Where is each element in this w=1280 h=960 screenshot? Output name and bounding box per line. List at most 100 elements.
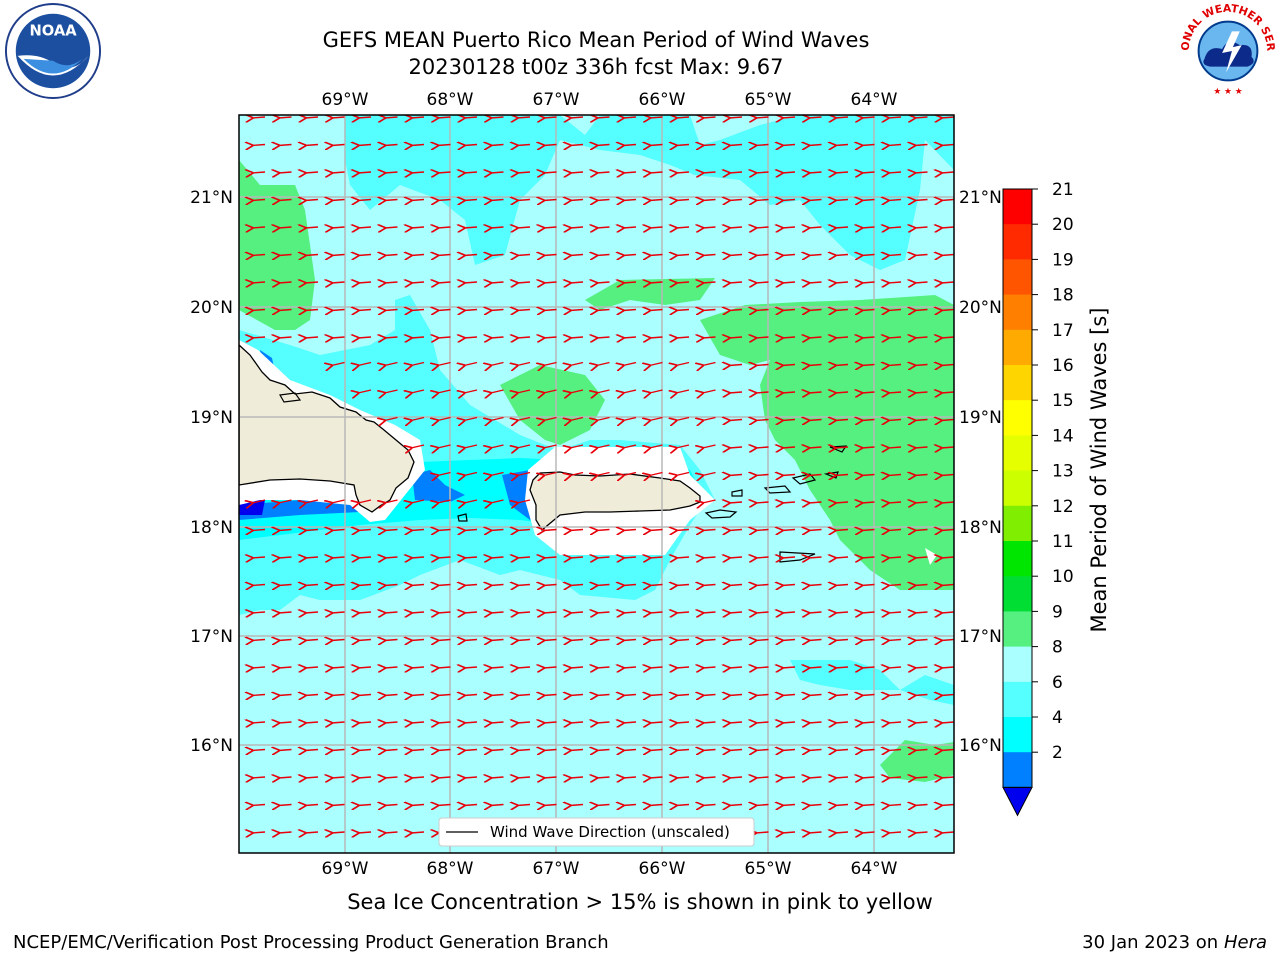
wind-arrow — [411, 805, 425, 806]
wind-arrow — [756, 200, 769, 201]
wind-arrow — [862, 310, 875, 311]
wind-arrow — [544, 145, 557, 146]
wind-arrow — [703, 255, 716, 256]
wind-arrow — [676, 310, 690, 311]
wind-arrow — [544, 557, 557, 558]
wind-arrow — [491, 117, 504, 118]
wind-arrow — [464, 337, 478, 338]
wind-arrow — [756, 255, 769, 256]
wind-arrow — [544, 805, 557, 806]
wind-arrow — [464, 282, 478, 283]
wind-arrow — [385, 695, 398, 696]
wind-arrow — [703, 585, 716, 586]
wind-arrow — [650, 722, 663, 723]
wind-arrow — [809, 200, 822, 201]
wind-arrow — [703, 416, 716, 421]
wind-arrow — [623, 227, 637, 228]
wind-arrow — [676, 667, 690, 668]
wind-arrow — [650, 310, 663, 311]
wind-arrow — [385, 557, 398, 558]
wind-arrow — [729, 805, 743, 806]
wind-arrow — [491, 750, 504, 751]
wind-arrow — [782, 557, 796, 558]
wind-arrow — [650, 750, 663, 751]
wind-arrow — [597, 227, 610, 228]
colorbar-tick-label: 2 — [1052, 743, 1063, 763]
wind-arrow — [835, 447, 849, 448]
wind-arrow — [941, 145, 954, 146]
wind-arrow — [676, 200, 690, 201]
wind-arrow — [491, 777, 504, 778]
wind-arrow — [252, 722, 266, 723]
wind-arrow — [888, 255, 902, 256]
wind-arrow — [279, 832, 292, 833]
wind-arrow — [411, 227, 425, 228]
wind-arrow — [438, 389, 451, 393]
wind-arrow — [279, 777, 292, 778]
wind-arrow — [835, 172, 849, 173]
wind-arrow — [941, 172, 954, 173]
wind-arrow — [809, 145, 822, 146]
wind-arrow — [676, 612, 690, 613]
host-name: Hera — [1223, 932, 1267, 953]
wind-arrow — [888, 227, 902, 228]
wind-arrow — [835, 722, 849, 723]
wind-arrow — [252, 200, 266, 201]
wind-arrow — [491, 557, 504, 558]
wind-arrow — [597, 585, 610, 586]
wind-arrow — [597, 695, 610, 696]
wind-arrow — [650, 640, 663, 641]
wind-arrow — [252, 282, 266, 283]
wind-arrow — [941, 227, 954, 228]
wind-arrow — [438, 695, 451, 696]
colorbar-swatch — [1003, 329, 1032, 366]
lat-label: 16°N — [190, 736, 233, 756]
wind-arrow — [570, 722, 584, 723]
wind-arrow — [623, 145, 637, 146]
wind-arrow — [650, 777, 663, 778]
wind-arrow — [703, 557, 716, 558]
wind-arrow — [570, 585, 584, 586]
wind-arrow — [756, 365, 769, 366]
wind-arrow — [464, 227, 478, 228]
lat-label: 18°N — [959, 518, 1002, 538]
wind-arrow — [888, 337, 902, 338]
wind-arrow — [756, 502, 769, 503]
wind-arrow — [782, 420, 796, 421]
wind-arrow — [544, 282, 557, 283]
wind-arrow — [358, 145, 372, 146]
wind-arrow — [570, 389, 584, 393]
wind-arrow — [703, 282, 716, 283]
wind-arrow — [809, 667, 822, 668]
wind-arrow — [676, 282, 690, 283]
wind-arrow — [464, 117, 478, 118]
wind-arrow — [491, 722, 504, 723]
wind-arrow — [491, 530, 504, 531]
wind-arrow — [597, 777, 610, 778]
wind-arrow — [676, 585, 690, 586]
wind-arrow — [305, 310, 319, 311]
wind-arrow — [835, 557, 849, 558]
wind-arrow — [782, 200, 796, 201]
wind-arrow — [464, 612, 478, 613]
wind-arrow — [252, 832, 266, 833]
wind-arrow — [650, 282, 663, 283]
wind-arrow — [676, 640, 690, 641]
wind-arrow — [915, 557, 928, 558]
wind-arrow — [517, 667, 531, 668]
wind-arrow — [438, 640, 451, 641]
wind-arrow — [862, 722, 875, 723]
wind-arrow — [385, 255, 398, 256]
wind-arrow — [941, 420, 954, 421]
colorbar-tick-label: 8 — [1052, 638, 1063, 658]
wind-arrow — [438, 172, 451, 173]
wind-arrow — [862, 832, 875, 833]
wind-arrow — [411, 832, 425, 833]
wind-arrow — [411, 255, 425, 256]
wind-arrow — [915, 392, 928, 393]
wind-arrow — [809, 722, 822, 723]
wind-arrow — [305, 227, 319, 228]
wind-arrow — [941, 310, 954, 311]
wind-arrow — [464, 777, 478, 778]
wind-arrow — [809, 337, 822, 338]
